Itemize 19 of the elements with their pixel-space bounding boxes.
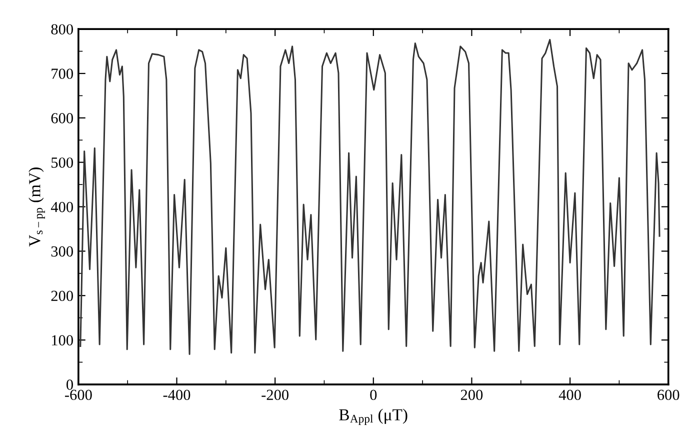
y-tick-label: 700 xyxy=(52,68,73,79)
y-tick-label: 800 xyxy=(51,24,73,35)
y-tick-label: 600 xyxy=(51,113,73,124)
x-tick-label: -200 xyxy=(262,390,288,400)
x-axis-title: B$_{Appl}$ (μT) xyxy=(339,408,408,426)
y-tick-label: 400 xyxy=(50,202,73,212)
x-tick-label: 400 xyxy=(558,390,581,400)
y-axis-title: V$_{s−pp}$ (mV) xyxy=(28,168,45,247)
y-tick-label: 100 xyxy=(52,335,73,346)
y-tick-label: 200 xyxy=(51,290,73,302)
x-tick-label: 200 xyxy=(460,390,483,400)
x-tick-label: -600 xyxy=(64,390,92,400)
line-series xyxy=(80,38,660,355)
y-tick-label: 300 xyxy=(51,246,73,257)
x-tick-label: 0 xyxy=(370,390,377,400)
x-tick-label: 600 xyxy=(658,390,680,400)
y-tick-label: 500 xyxy=(52,157,73,168)
x-tick-label: -400 xyxy=(163,390,190,400)
y-tick-label: 0 xyxy=(66,380,73,390)
